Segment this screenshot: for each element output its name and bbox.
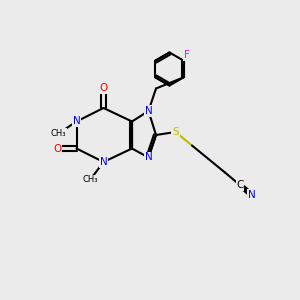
Text: N: N (248, 190, 255, 200)
Text: N: N (100, 157, 107, 167)
Text: CH₃: CH₃ (51, 129, 66, 138)
Text: N: N (73, 116, 80, 127)
Text: O: O (53, 143, 61, 154)
Text: O: O (99, 83, 108, 94)
Text: N: N (145, 106, 152, 116)
Text: S: S (172, 127, 179, 137)
Text: CH₃: CH₃ (82, 176, 98, 184)
Text: N: N (145, 152, 152, 163)
Text: F: F (184, 50, 190, 60)
Text: C: C (236, 180, 244, 190)
